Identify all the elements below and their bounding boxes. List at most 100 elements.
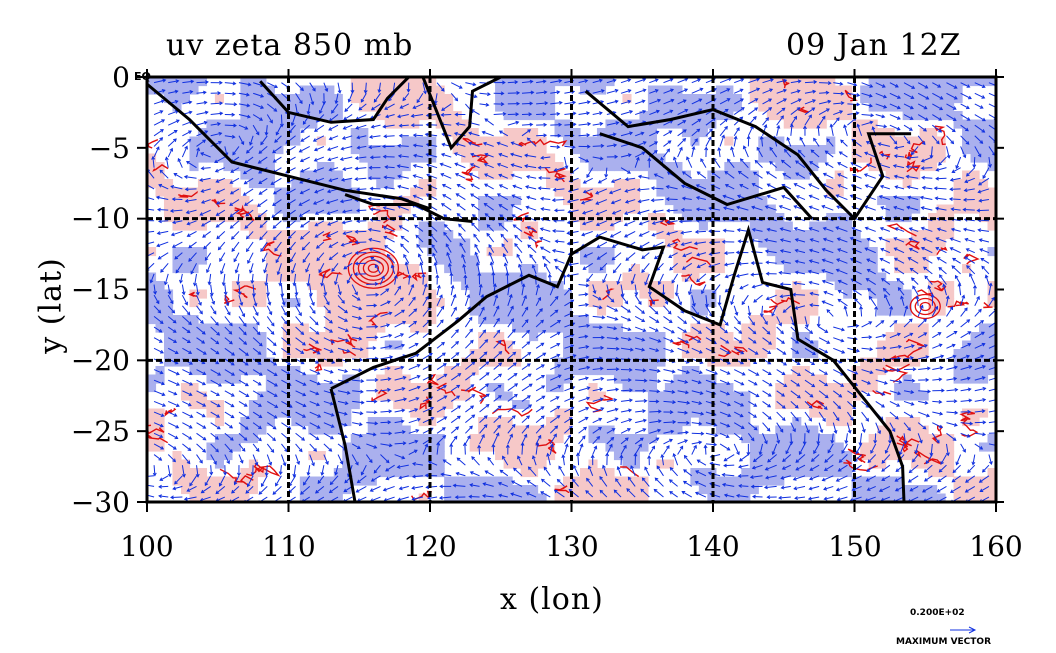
negative-cell [503, 306, 513, 316]
wind-vector-head [278, 282, 283, 287]
positive-cell [936, 298, 946, 308]
wind-vector-head [187, 138, 192, 143]
wind-vector [384, 496, 395, 502]
wind-vector [479, 339, 488, 349]
negative-cell [817, 145, 827, 155]
negative-cell [512, 493, 522, 502]
wind-vector [484, 183, 494, 190]
wind-vector [521, 363, 531, 370]
negative-cell [248, 153, 258, 163]
negative-cell [427, 468, 437, 478]
wind-vector [450, 426, 459, 434]
negative-cell [647, 408, 657, 418]
positive-cell [698, 247, 708, 257]
positive-cell [495, 153, 505, 163]
positive-cell [444, 391, 454, 401]
wind-vector-head [268, 311, 273, 316]
positive-cell [393, 383, 403, 393]
wind-vector-head [505, 444, 510, 448]
negative-cell [163, 77, 174, 87]
positive-cell [257, 281, 267, 291]
negative-cell [240, 85, 250, 95]
negative-cell [630, 145, 641, 155]
wind-vector [380, 356, 393, 360]
negative-cell [826, 213, 836, 223]
wind-vector-head [213, 460, 217, 465]
wind-vector [426, 114, 438, 116]
wind-vector-head [397, 143, 401, 148]
vorticity-contour [534, 240, 542, 249]
positive-cell [367, 102, 377, 112]
wind-vector-head [470, 183, 475, 188]
wind-vector [295, 326, 304, 335]
wind-vector [400, 103, 409, 109]
positive-cell [919, 238, 929, 248]
positive-cell [308, 238, 318, 248]
wind-vector [329, 167, 339, 171]
wind-vector [521, 123, 533, 126]
positive-cell [826, 77, 836, 87]
wind-vector [280, 295, 285, 305]
wind-vector-head [218, 383, 223, 387]
negative-cell [231, 434, 241, 444]
wind-vector [426, 124, 438, 126]
positive-cell [911, 264, 921, 274]
positive-cell [605, 204, 615, 214]
wind-vector [457, 184, 466, 190]
negative-cell [885, 289, 895, 299]
wind-vector-head [511, 423, 516, 428]
negative-cell [664, 417, 674, 427]
negative-cell [630, 136, 641, 146]
negative-cell [418, 136, 428, 146]
negative-cell [894, 391, 904, 401]
wind-vector-head [373, 98, 378, 103]
wind-vector [204, 475, 212, 486]
negative-cell [681, 374, 691, 384]
wind-vector-head [443, 214, 448, 218]
wind-vector [348, 93, 353, 103]
wind-vector-head [290, 122, 295, 127]
positive-cell [350, 94, 360, 104]
wind-vector [323, 82, 328, 92]
wind-vector [356, 485, 367, 493]
positive-cell [291, 332, 301, 342]
wind-vector [413, 134, 423, 137]
wind-vector [307, 273, 311, 286]
negative-cell [342, 204, 352, 214]
wind-vector-head [442, 406, 447, 411]
wind-vector [473, 234, 480, 243]
wind-vector [246, 231, 254, 240]
positive-cell [350, 230, 360, 240]
wind-vector [493, 330, 500, 338]
positive-cell [809, 400, 819, 410]
negative-cell [333, 476, 343, 486]
positive-cell [894, 417, 904, 427]
positive-cell [376, 281, 386, 291]
positive-cell [936, 468, 946, 478]
negative-cell [902, 289, 912, 299]
positive-cell [367, 323, 377, 333]
positive-cell [970, 204, 980, 214]
wind-vector-head [484, 173, 488, 177]
wind-vector [366, 283, 378, 286]
negative-cell [885, 485, 895, 495]
wind-vector-head [441, 427, 446, 431]
positive-cell [860, 128, 870, 138]
negative-cell [656, 349, 666, 359]
wind-vector [479, 361, 489, 370]
negative-cell [749, 170, 759, 180]
wind-vector [234, 475, 240, 485]
negative-cell [291, 204, 301, 214]
positive-cell [783, 111, 793, 121]
wind-vector [200, 209, 211, 216]
negative-cell [316, 85, 326, 95]
negative-cell [715, 485, 725, 495]
negative-cell [520, 77, 530, 87]
wind-vector-head [302, 371, 307, 376]
wind-vector [456, 203, 466, 211]
positive-cell [579, 221, 590, 231]
negative-cell [214, 442, 225, 452]
positive-cell [214, 187, 225, 197]
wind-vector [238, 316, 247, 327]
wind-vector [156, 196, 169, 201]
